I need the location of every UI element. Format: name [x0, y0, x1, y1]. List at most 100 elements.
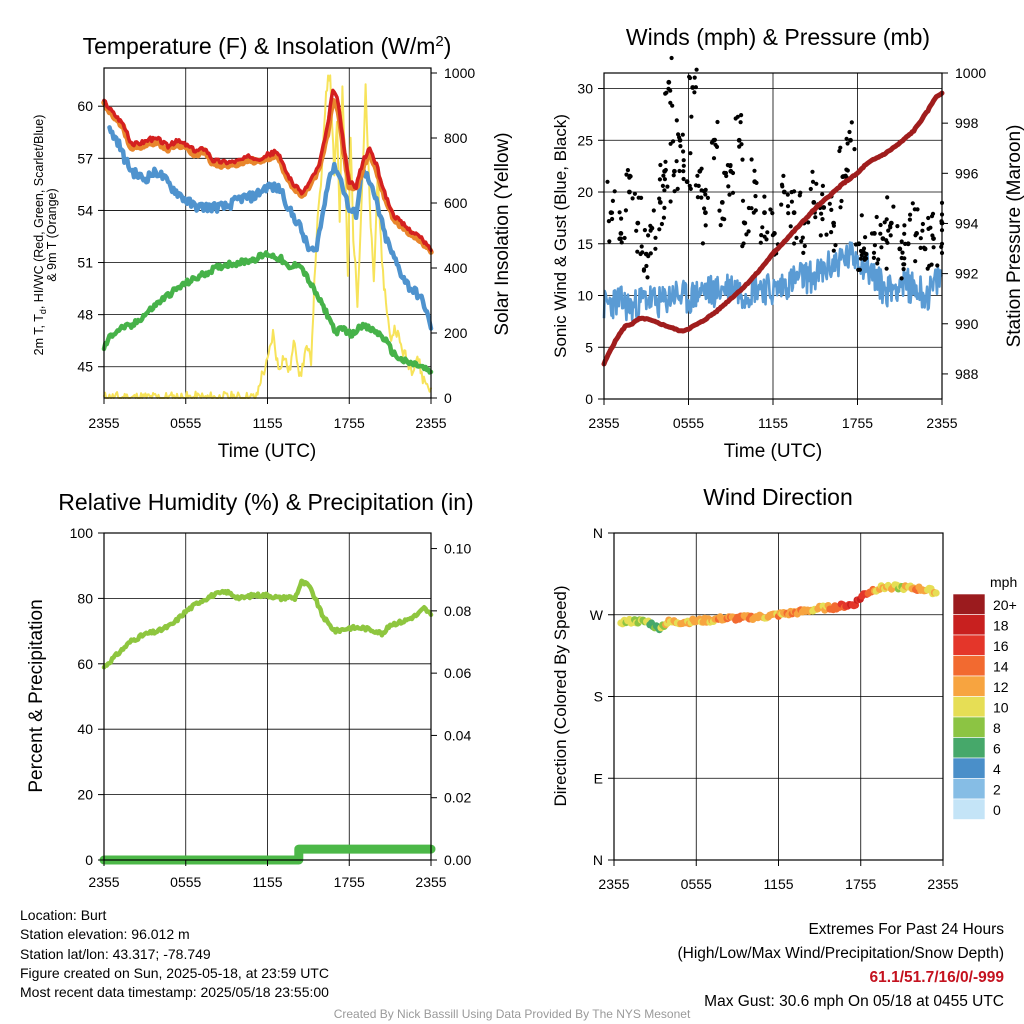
- gust-point: [920, 228, 925, 233]
- y-tick-label-left: N: [593, 525, 603, 541]
- gust-point: [810, 179, 816, 184]
- gust-point: [681, 149, 686, 154]
- gust-point: [869, 231, 875, 236]
- gust-point: [820, 217, 825, 222]
- gust-point: [789, 190, 794, 195]
- temperature-series: [101, 74, 434, 399]
- humidity-axes: 2355 0555 1155 1755 2355 0 20 40 60 80 100 0.00 0.02…: [70, 525, 472, 890]
- x-tick-label: 2355: [588, 415, 619, 431]
- colorbar-swatch: [952, 675, 986, 697]
- gust-point: [663, 159, 668, 164]
- gust-point: [897, 246, 903, 252]
- gust-point: [736, 137, 742, 143]
- y-tick-label-left: 0: [585, 391, 593, 407]
- gust-point: [693, 85, 699, 90]
- gust-point: [648, 228, 653, 233]
- gust-point: [859, 213, 864, 218]
- gust-point: [727, 192, 732, 197]
- humidity-grid: [103, 532, 432, 861]
- gust-point: [705, 195, 711, 200]
- gust-point: [876, 257, 881, 262]
- gust-point: [907, 217, 913, 222]
- colorbar-swatch: [952, 593, 986, 615]
- x-tick-label: 2355: [598, 876, 629, 892]
- y-tick-label-left: 20: [577, 184, 593, 200]
- direction-point: [932, 589, 940, 597]
- gust-point: [636, 195, 641, 200]
- gust-point: [858, 256, 864, 261]
- gust-point: [618, 231, 624, 236]
- colorbar-label: 10: [993, 700, 1009, 716]
- winds-ylabel-left: Sonic Wind & Gust (Blue, Black): [551, 114, 570, 358]
- winds-series: [601, 55, 945, 367]
- gust-point: [849, 120, 854, 125]
- gust-point: [738, 120, 743, 125]
- colorbar-label: 8: [993, 720, 1001, 736]
- gust-point: [660, 183, 666, 188]
- gust-point: [703, 187, 708, 192]
- gust-point: [700, 241, 706, 246]
- temperature-grid: [103, 68, 432, 398]
- y-tick-label-left: 30: [577, 81, 593, 97]
- colorbar-label: 4: [993, 761, 1001, 777]
- gust-point: [687, 183, 692, 188]
- gust-point: [703, 210, 708, 216]
- gust-point: [878, 222, 883, 228]
- temperature-ylabel-right: Solar Insolation (Yellow): [492, 132, 513, 335]
- gust-point: [885, 240, 890, 245]
- gust-point: [752, 168, 757, 173]
- colorbar-swatch: [952, 634, 986, 656]
- gust-point: [680, 132, 685, 137]
- gust-point: [930, 233, 935, 238]
- gust-point: [884, 266, 889, 271]
- temp-9m-line: [101, 97, 434, 255]
- gust-point: [610, 198, 616, 203]
- gust-point: [885, 195, 890, 200]
- colorbar-label: 14: [993, 659, 1009, 675]
- x-tick-label: 1755: [842, 415, 873, 431]
- gust-point: [622, 235, 627, 241]
- gust-point: [768, 207, 773, 212]
- gust-point: [625, 168, 631, 173]
- gust-point: [799, 239, 804, 244]
- gust-point: [723, 170, 729, 176]
- y-tick-label-right: 994: [955, 215, 979, 231]
- gust-point: [741, 241, 746, 246]
- gust-point: [929, 214, 935, 219]
- gust-point: [718, 223, 723, 228]
- y-tick-label-left: 45: [77, 359, 93, 375]
- gust-point: [813, 215, 818, 220]
- extremes-subtitle: (High/Low/Max Wind/Precipitation/Snow De…: [677, 945, 1005, 962]
- gust-point: [895, 224, 900, 229]
- pressure-line: [601, 90, 945, 367]
- gust-point: [657, 200, 663, 205]
- speed-colorbar: mph 20+ 18 16 14 12 10 8 6 4 2 0: [952, 574, 1017, 820]
- gust-point: [612, 189, 617, 194]
- gust-point: [902, 231, 907, 236]
- gust-point: [831, 248, 836, 253]
- gust-point: [931, 245, 936, 250]
- direction-ylabel-left: Direction (Colored By Speed): [551, 585, 570, 806]
- gust-point: [617, 236, 622, 241]
- gust-point: [765, 230, 770, 235]
- y-tick-label-right: 0.08: [444, 603, 471, 619]
- gust-point: [648, 251, 653, 256]
- y-tick-label-left: 48: [77, 307, 93, 323]
- station-latlon: Station lat/lon: 43.317; -78.749: [20, 945, 211, 962]
- gust-point: [829, 230, 834, 235]
- gust-point: [820, 183, 826, 188]
- gust-point: [646, 254, 651, 259]
- gust-point: [661, 215, 667, 220]
- y-tick-label-left: 5: [585, 339, 593, 355]
- gust-point: [703, 223, 708, 228]
- y-tick-label-right: 988: [955, 366, 979, 382]
- y-tick-label-right: 0.00: [444, 852, 471, 868]
- gust-point: [800, 235, 805, 240]
- gust-point: [675, 186, 680, 191]
- gust-point: [785, 192, 790, 197]
- colorbar-swatch: [952, 716, 986, 738]
- y-tick-label-left: 15: [577, 236, 593, 252]
- gust-point: [687, 74, 692, 79]
- gust-point: [751, 210, 756, 215]
- gust-point: [677, 168, 682, 174]
